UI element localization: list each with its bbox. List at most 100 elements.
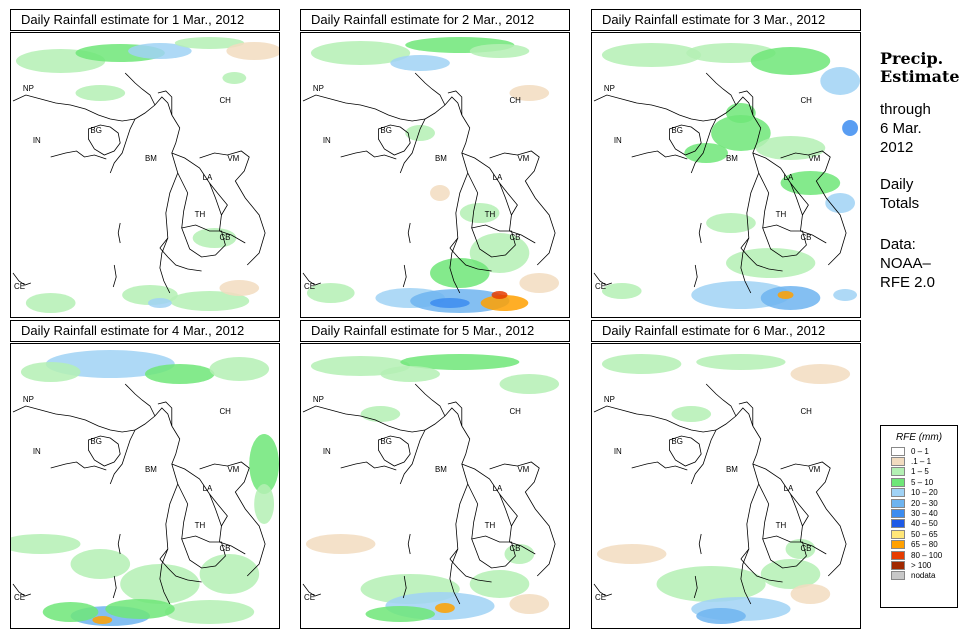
border-line xyxy=(414,383,446,417)
border-line xyxy=(402,264,407,288)
border-line xyxy=(402,575,407,599)
legend-label: 0 – 1 xyxy=(911,446,929,456)
legend-swatch xyxy=(891,540,905,550)
rain-area xyxy=(711,115,771,151)
rain-area xyxy=(147,298,172,308)
rain-area xyxy=(380,366,440,382)
rain-area xyxy=(706,213,756,233)
country-label-bg: BG xyxy=(90,126,101,135)
country-borders xyxy=(302,72,556,294)
rainfall-field xyxy=(15,37,279,313)
legend-swatch xyxy=(891,550,905,560)
panel-title: Daily Rainfall estimate for 2 Mar., 2012 xyxy=(300,9,570,31)
legend-swatch xyxy=(891,488,905,498)
country-label-np: NP xyxy=(23,395,34,404)
border-line xyxy=(740,548,752,605)
rain-area xyxy=(92,616,113,624)
border-line xyxy=(177,172,189,229)
border-line xyxy=(738,90,754,115)
totals-label: Totals xyxy=(880,195,920,212)
panel-title: Daily Rainfall estimate for 3 Mar., 2012 xyxy=(591,9,861,31)
country-label-th: TH xyxy=(195,210,206,219)
country-label-ch: CH xyxy=(219,407,231,416)
border-line xyxy=(738,401,754,426)
country-label-la: LA xyxy=(784,484,794,493)
border-line xyxy=(414,72,446,106)
country-label-vm: VM xyxy=(517,154,529,163)
rain-area xyxy=(760,559,821,589)
country-label-in: IN xyxy=(323,136,331,145)
rain-area xyxy=(75,85,126,101)
border-line xyxy=(593,405,717,433)
rainfall-field xyxy=(596,354,851,624)
border-line xyxy=(12,94,136,122)
rain-area xyxy=(209,357,270,381)
border-line xyxy=(461,463,518,527)
rain-area xyxy=(128,43,192,59)
rain-area xyxy=(435,603,455,613)
country-label-bg: BG xyxy=(90,437,101,446)
rain-area xyxy=(509,85,550,101)
border-line xyxy=(88,124,121,156)
rain-area xyxy=(310,41,411,65)
country-label-bm: BM xyxy=(145,465,157,474)
rainfall-map: NP CH IN BG BM VM LA TH CB CE xyxy=(300,343,570,629)
heading-line-1: Precip. xyxy=(880,49,944,68)
border-line xyxy=(159,548,171,605)
border-line xyxy=(399,429,426,485)
country-label-ch: CH xyxy=(800,96,812,105)
border-line xyxy=(157,401,173,426)
legend-entry: 5 – 10 xyxy=(891,477,957,487)
country-label-bg: BG xyxy=(380,126,391,135)
border-line xyxy=(209,493,246,555)
rain-area xyxy=(199,554,260,594)
legend-swatch xyxy=(891,457,905,467)
border-line xyxy=(698,222,702,244)
rain-area xyxy=(430,185,450,201)
border-line xyxy=(181,535,226,569)
rain-area xyxy=(755,136,826,160)
rain-area xyxy=(469,570,530,598)
rain-area xyxy=(11,534,81,554)
border-line xyxy=(752,152,809,216)
rainfall-field xyxy=(306,37,560,313)
rain-area xyxy=(305,534,376,554)
border-line xyxy=(790,182,827,244)
border-line xyxy=(471,535,516,569)
border-line xyxy=(302,583,321,597)
border-line xyxy=(199,461,266,577)
country-label-bg: BG xyxy=(380,437,391,446)
rain-area xyxy=(306,283,355,303)
rain-area xyxy=(596,544,667,564)
rainfall-map: NP CH IN BG BM VM LA TH CB CE xyxy=(10,32,280,318)
rain-area xyxy=(696,354,786,370)
country-label-in: IN xyxy=(33,447,41,456)
rain-area xyxy=(671,406,712,422)
through-date-line-1: 6 Mar. xyxy=(880,120,922,137)
country-label-bm: BM xyxy=(726,465,738,474)
border-line xyxy=(715,407,754,431)
legend-label: 30 – 40 xyxy=(911,509,938,519)
country-label-th: TH xyxy=(195,521,206,530)
country-borders xyxy=(593,72,847,294)
country-borders xyxy=(12,383,266,605)
country-label-in: IN xyxy=(323,447,331,456)
country-label-bm: BM xyxy=(435,154,447,163)
border-line xyxy=(378,435,411,467)
legend-entry: .1 – 1 xyxy=(891,456,957,467)
legend-label: 50 – 65 xyxy=(911,529,938,539)
rain-area xyxy=(499,374,560,394)
border-line xyxy=(112,264,117,288)
rain-area xyxy=(491,291,508,299)
border-line xyxy=(669,435,702,467)
legend-swatch xyxy=(891,529,905,539)
rain-area xyxy=(601,283,642,299)
country-label-cb: CB xyxy=(219,544,230,553)
border-line xyxy=(109,118,136,174)
border-line xyxy=(489,150,556,266)
rain-area xyxy=(145,364,215,384)
rain-area xyxy=(105,599,175,619)
rain-area xyxy=(390,55,450,71)
rain-area xyxy=(777,291,794,299)
border-line xyxy=(715,96,754,120)
